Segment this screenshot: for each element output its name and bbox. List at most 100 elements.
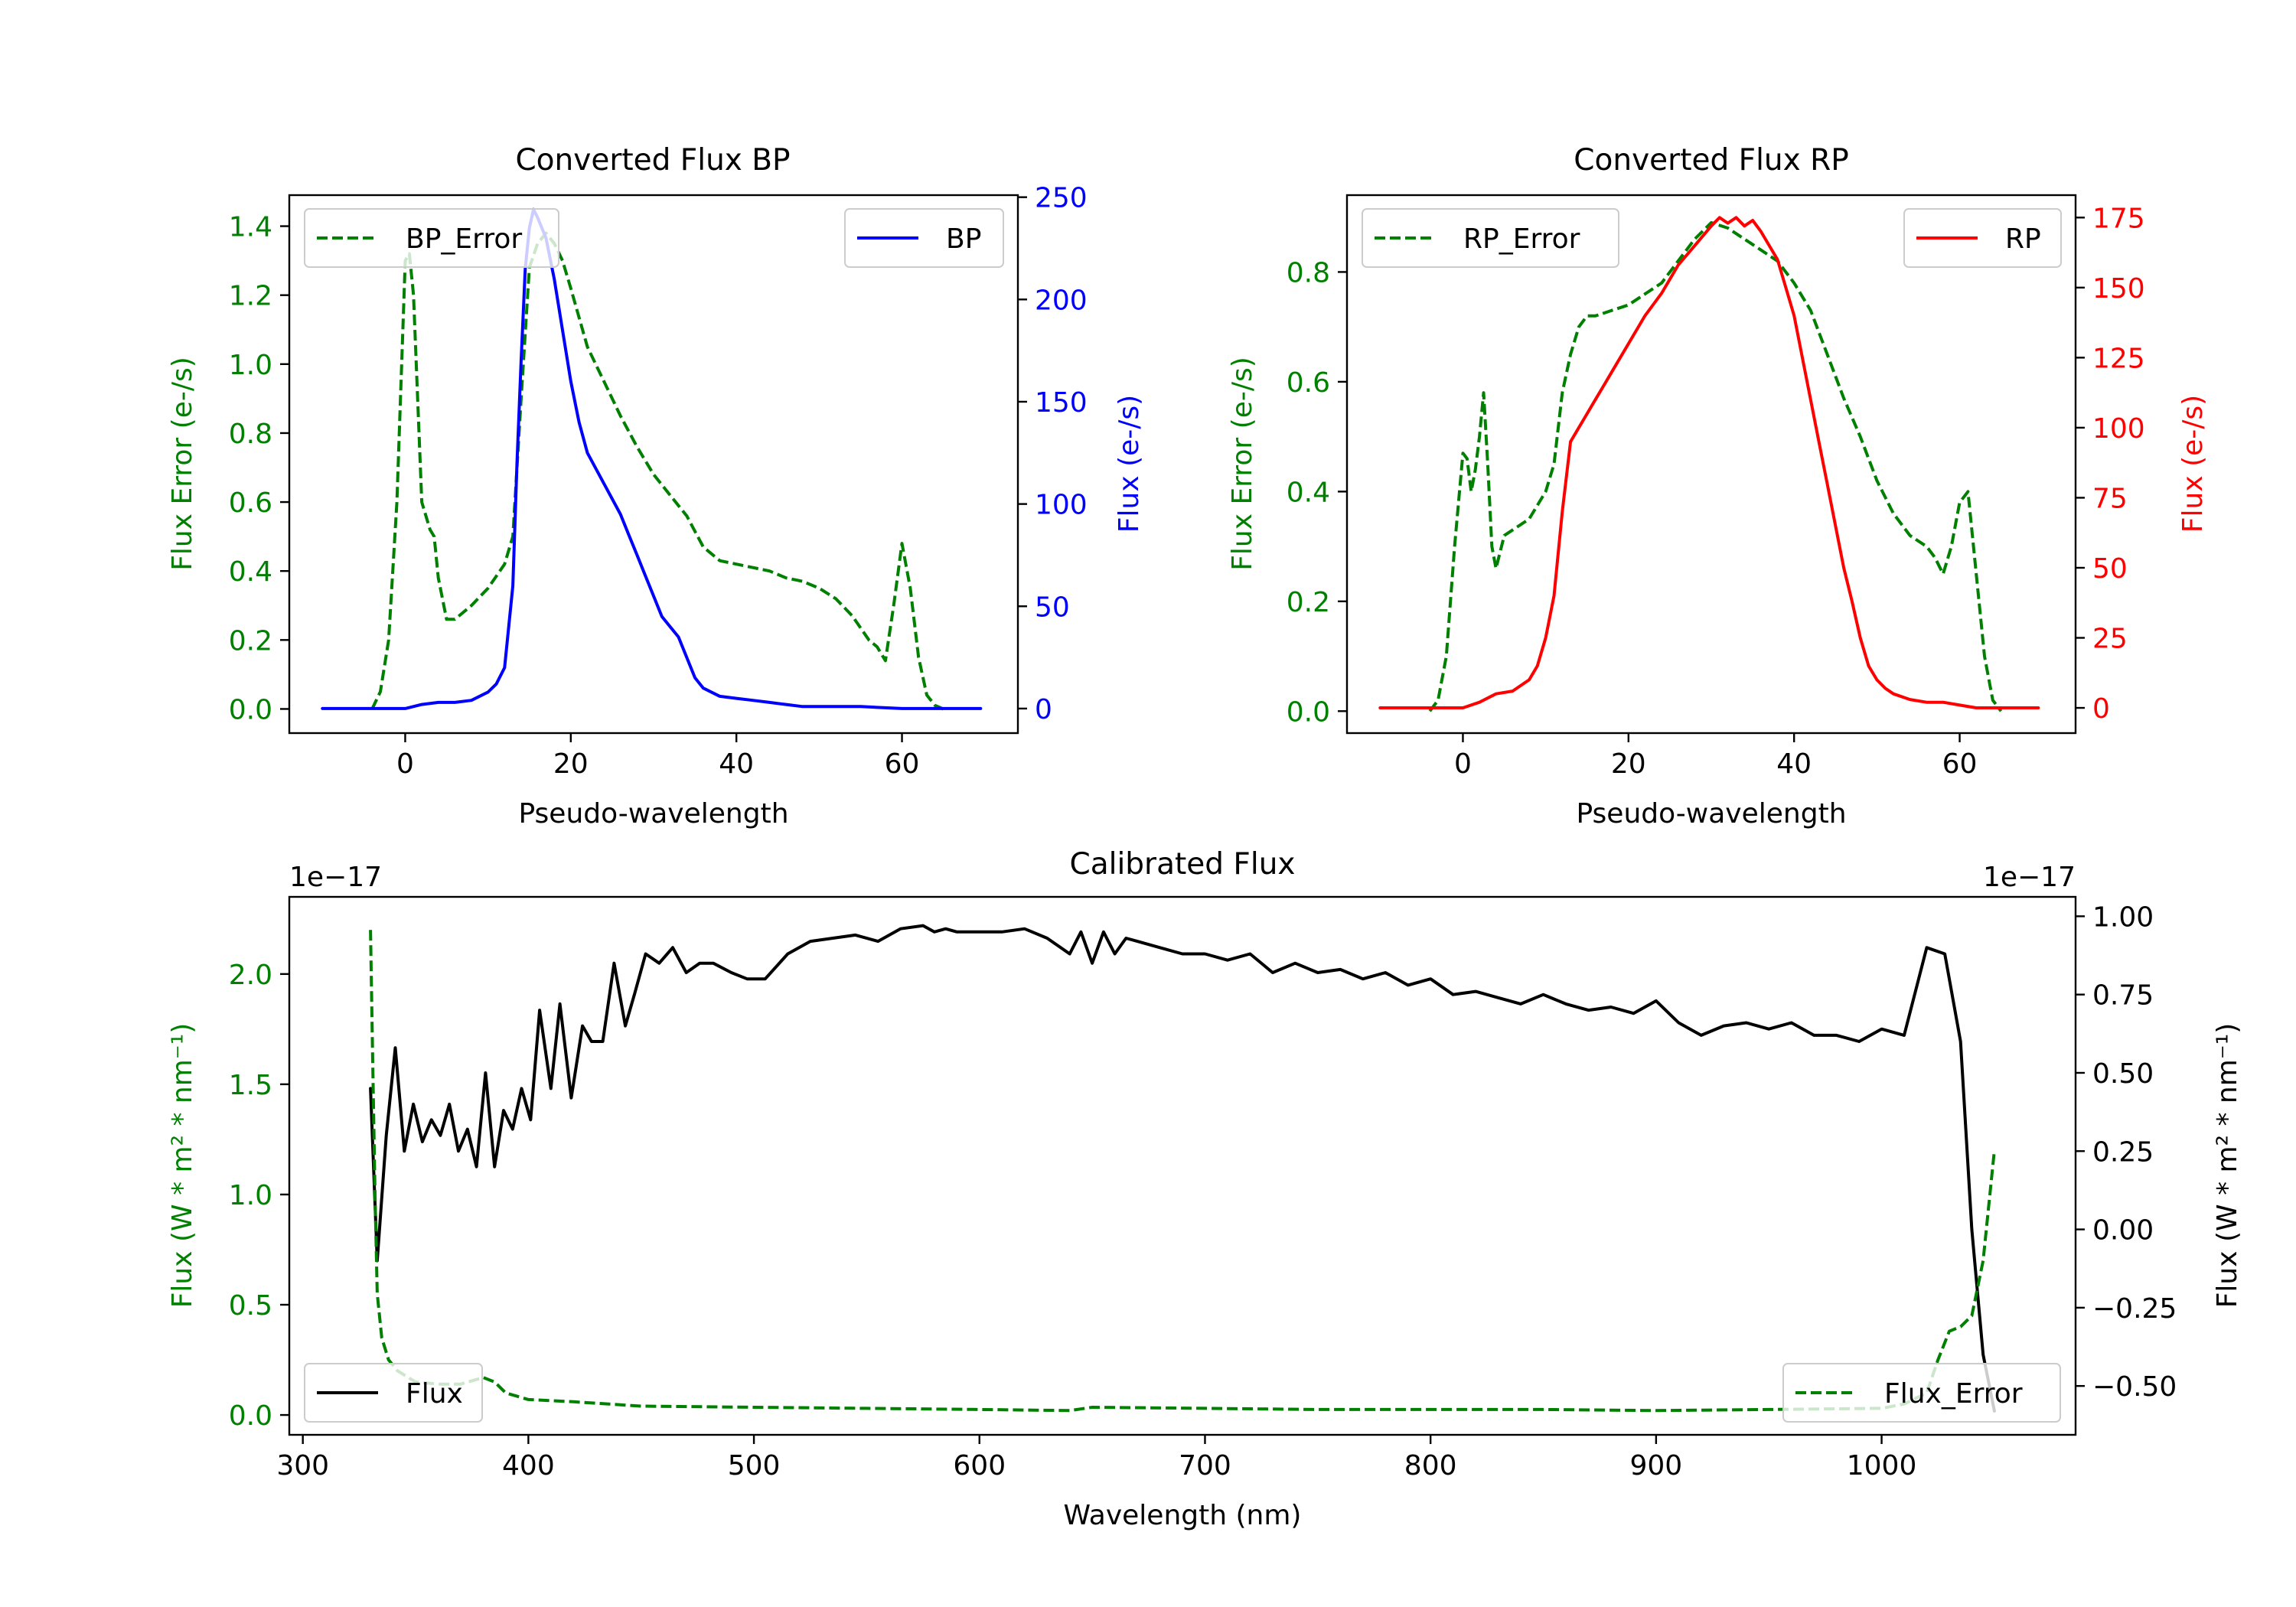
cal-xtick-label: 900 — [1630, 1450, 1683, 1482]
bp-ytick-left-label: 0.2 — [229, 625, 272, 657]
bp-title: Converted Flux BP — [515, 143, 790, 178]
cal-offset-left: 1e−17 — [289, 862, 382, 893]
bp-ytick-left-label: 1.2 — [229, 281, 272, 312]
cal-ytick-left-label: 1.5 — [229, 1070, 272, 1101]
rp-legend-left-label: RP_Error — [1463, 223, 1580, 255]
cal-xtick-label: 1000 — [1847, 1450, 1917, 1482]
cal-legend-left: Flux — [304, 1363, 483, 1423]
cal-panel: Calibrated Flux 1e−17 1e−17 300 400 500 600… — [167, 847, 2243, 1531]
rp-ytick-right-label: 50 — [2092, 553, 2128, 585]
rp-title: Converted Flux RP — [1574, 143, 1848, 178]
bp-legend-right-box — [844, 208, 1004, 268]
rp-plot-area: 0 20 40 60 0.0 0.2 0.4 0.6 0.8 0 25 50 75 100 125 150 17… — [1287, 203, 2145, 780]
bp-ytick-right-label: 100 — [1035, 490, 1088, 521]
rp-ytick-right-label: 0 — [2092, 693, 2110, 725]
rp-ylabel-right: Flux (e-/s) — [2177, 395, 2209, 533]
rp-ytick-right-label: 25 — [2092, 624, 2128, 655]
bp-xtick-label: 40 — [719, 748, 754, 780]
cal-ytick-left-label: 2.0 — [229, 960, 272, 991]
rp-xtick-label: 40 — [1776, 748, 1812, 780]
bp-ytick-left-label: 0.8 — [229, 419, 272, 450]
bp-legend-left-box — [304, 208, 559, 268]
rp-panel: Converted Flux RP 0 20 40 60 0.0 0.2 0.4 0.6 0.8… — [1227, 143, 2209, 830]
cal-ytick-left-label: 0.5 — [229, 1290, 272, 1322]
cal-legend-left-label: Flux — [406, 1378, 463, 1410]
bp-panel: Converted Flux BP 0 20 40 60 0.0 0.2 0.4 0.6 0.8… — [167, 143, 1145, 830]
rp-ytick-left-label: 0.4 — [1287, 477, 1330, 508]
rp-legend-left: RP_Error — [1362, 208, 1619, 268]
cal-legend-right-box — [1782, 1363, 2061, 1423]
cal-ylabel-left: Flux (W * m² * nm⁻¹) — [167, 1023, 198, 1309]
rp-axes-frame — [1345, 194, 2077, 735]
cal-legend-right: Flux_Error — [1782, 1363, 2061, 1423]
cal-xtick-label: 700 — [1179, 1450, 1231, 1482]
cal-xtick-label: 500 — [728, 1450, 781, 1482]
bp-series-bp-line — [321, 207, 983, 710]
bp-ytick-right-label: 150 — [1035, 387, 1088, 419]
cal-series-flux-error-line — [369, 930, 1996, 1413]
cal-xtick-label: 800 — [1404, 1450, 1457, 1482]
cal-ylabel-right: Flux (W * m² * nm⁻¹) — [2212, 1023, 2243, 1309]
bp-ytick-right-label: 200 — [1035, 285, 1088, 316]
rp-ytick-right-label: 175 — [2092, 203, 2145, 234]
bp-xtick-label: 60 — [885, 748, 920, 780]
cal-xtick-label: 300 — [276, 1450, 329, 1482]
rp-xtick-label: 20 — [1611, 748, 1646, 780]
cal-plot-area: 300 400 500 600 700 800 900 1000 0.0 0.5 1.0 1.5 2.0… — [229, 901, 2177, 1482]
rp-legend-right: RP — [1903, 208, 2062, 268]
bp-legend-right: BP — [844, 208, 1004, 268]
rp-ytick-left-label: 0.2 — [1287, 587, 1330, 618]
bp-xtick-label: 20 — [553, 748, 589, 780]
rp-xtick-label: 60 — [1942, 748, 1978, 780]
bp-ylabel-left: Flux Error (e-/s) — [167, 357, 198, 571]
bp-legend-right-label: BP — [946, 223, 981, 255]
bp-ytick-left-label: 0.6 — [229, 487, 272, 519]
bp-xtick-label: 0 — [396, 748, 414, 780]
rp-ytick-right-label: 125 — [2092, 343, 2145, 374]
bp-legend-left-label: BP_Error — [406, 223, 522, 255]
cal-offset-right: 1e−17 — [1983, 862, 2076, 893]
cal-ytick-right-label: −0.25 — [2092, 1293, 2177, 1325]
rp-legend-right-box — [1903, 208, 2062, 268]
bp-ytick-left-label: 0.4 — [229, 556, 272, 588]
rp-legend-left-box — [1362, 208, 1619, 268]
cal-ytick-right-label: −0.50 — [2092, 1371, 2177, 1403]
cal-ytick-left-label: 1.0 — [229, 1180, 272, 1211]
cal-ytick-left-label: 0.0 — [229, 1400, 272, 1432]
rp-ytick-left-label: 0.6 — [1287, 367, 1330, 399]
bp-axes-frame — [288, 194, 1019, 735]
rp-series-rp-line — [1378, 216, 2040, 709]
bp-ytick-right-label: 50 — [1035, 592, 1070, 623]
rp-ytick-right-label: 150 — [2092, 273, 2145, 305]
bp-ytick-left-label: 0.0 — [229, 694, 272, 725]
rp-ytick-left-label: 0.0 — [1287, 696, 1330, 728]
bp-ytick-right-label: 250 — [1035, 183, 1088, 214]
rp-ytick-left-label: 0.8 — [1287, 257, 1330, 288]
cal-title: Calibrated Flux — [1070, 847, 1296, 882]
cal-axes-frame — [288, 895, 2077, 1436]
rp-xlabel: Pseudo-wavelength — [1576, 798, 1846, 830]
cal-ytick-right-label: 0.00 — [2092, 1215, 2154, 1247]
bp-plot-area: 0 20 40 60 0.0 0.2 0.4 0.6 0.8 1.0 1.2 1.4 0 50 100 150… — [229, 183, 1088, 780]
rp-series-rp-error-line — [1428, 220, 2003, 712]
bp-ylabel-right: Flux (e-/s) — [1114, 395, 1145, 533]
bp-legend-left: BP_Error — [304, 208, 559, 268]
cal-legend-left-box — [304, 1363, 483, 1423]
cal-ytick-right-label: 0.75 — [2092, 980, 2154, 1012]
cal-legend-right-label: Flux_Error — [1884, 1378, 2023, 1410]
cal-xtick-label: 400 — [502, 1450, 555, 1482]
rp-ytick-right-label: 75 — [2092, 483, 2128, 514]
cal-ytick-right-label: 1.00 — [2092, 901, 2154, 933]
cal-ytick-right-label: 0.50 — [2092, 1058, 2154, 1090]
rp-ylabel-left: Flux Error (e-/s) — [1227, 357, 1258, 571]
bp-ytick-left-label: 1.0 — [229, 350, 272, 381]
cal-ytick-right-label: 0.25 — [2092, 1136, 2154, 1168]
cal-xtick-label: 600 — [953, 1450, 1006, 1482]
bp-ytick-left-label: 1.4 — [229, 212, 272, 243]
bp-series-bp-error-line — [370, 231, 944, 711]
bp-ytick-right-label: 0 — [1035, 694, 1052, 725]
rp-xtick-label: 0 — [1454, 748, 1472, 780]
cal-series-flux-line — [369, 924, 1996, 1413]
rp-legend-right-label: RP — [2005, 223, 2041, 255]
